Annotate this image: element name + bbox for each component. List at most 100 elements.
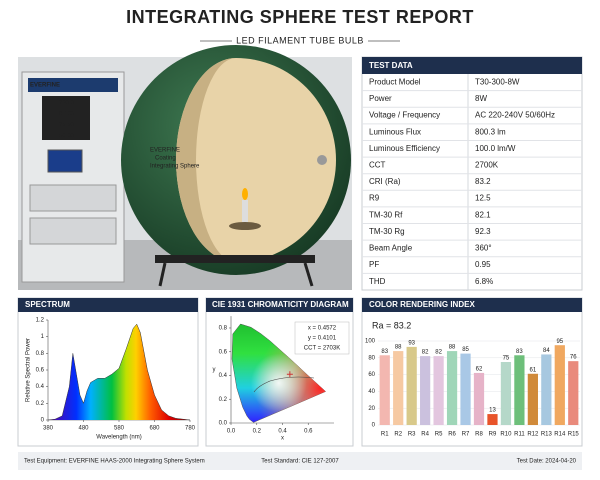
value-label: 61 (530, 367, 537, 373)
cell-value: 83.2 (475, 177, 491, 186)
photo-text: Coating (155, 156, 176, 162)
annotation-box (294, 321, 350, 355)
x-tick-label: R13 (541, 432, 553, 438)
cell-key: TM-30 Rf (369, 210, 403, 219)
x-tick-label: R6 (448, 432, 456, 438)
cell-value: 800.3 lm (475, 127, 506, 136)
value-label: 82 (435, 350, 442, 356)
panel-title: COLOR RENDERING INDEX (369, 300, 475, 309)
footer-text: Test Standard: CIE 127-2007 (261, 459, 339, 465)
cie-locus-white (232, 324, 326, 423)
y-tick-label: 0.8 (36, 351, 45, 357)
x-tick-label: 0.4 (278, 429, 287, 435)
bar (460, 353, 471, 425)
table-header (362, 57, 582, 74)
cell-key: Product Model (369, 77, 421, 86)
subtitle: LED FILAMENT TUBE BULB (236, 35, 364, 45)
x-tick-label: R8 (475, 432, 483, 438)
annotation: y = 0.4101 (308, 336, 337, 342)
cell-key: TM-30 Rg (369, 227, 405, 236)
table-title: TEST DATA (369, 61, 413, 70)
y-tick-label: 0.4 (36, 384, 45, 390)
value-label: 95 (556, 339, 563, 345)
footer-text: Test Equipment: EVERFINE HAAS-2000 Integ… (24, 459, 205, 465)
value-label: 62 (476, 366, 483, 372)
cell-key: THD (369, 277, 386, 286)
bar (514, 355, 525, 425)
value-label: 84 (543, 348, 550, 354)
planck-locus (253, 376, 315, 393)
bar (568, 361, 579, 425)
annotation: x = 0.4572 (308, 326, 337, 332)
x-tick-label: R14 (554, 432, 566, 438)
cell-key: PF (369, 260, 379, 269)
ra-label: Ra = 83.2 (372, 320, 411, 330)
cell-key: Luminous Flux (369, 127, 421, 136)
x-tick-label: R11 (514, 432, 525, 438)
x-tick-label: R7 (462, 432, 470, 438)
bar (487, 414, 498, 425)
bar (446, 351, 458, 425)
bar (406, 346, 417, 425)
y-tick-label: 0.6 (219, 349, 228, 355)
x-tick-label: 780 (185, 426, 196, 432)
cell-value: 6.8% (475, 277, 493, 286)
value-label: 88 (449, 345, 456, 351)
x-tick-label: 0.6 (304, 429, 313, 435)
bar (420, 356, 431, 425)
panel-title: CIE 1931 CHROMATICITY DIAGRAM (212, 300, 349, 309)
meter: 50.00 (59, 134, 75, 140)
cell-key: CRI (Ra) (369, 177, 401, 186)
x-tick-label: R15 (568, 432, 580, 438)
bar (433, 356, 444, 425)
bar (527, 373, 538, 425)
photo (18, 45, 352, 290)
x-tick-label: R12 (527, 432, 539, 438)
y-tick-label: 0.2 (219, 397, 228, 403)
cell-key: Power (369, 94, 392, 103)
x-tick-label: R9 (489, 432, 497, 438)
panel (17, 297, 199, 447)
cell-value: 12.5 (475, 194, 491, 203)
x-tick-label: 0.2 (253, 429, 262, 435)
annotation: CCT = 2703K (304, 346, 340, 352)
x-tick-label: R4 (421, 432, 429, 438)
y-tick-label: 0 (41, 418, 45, 424)
photo-text: Integrating Sphere (150, 164, 200, 170)
footer-text: Test Date: 2024-04-20 (517, 459, 577, 465)
y-tick-label: 20 (368, 406, 375, 412)
x-tick-label: 680 (149, 426, 160, 432)
meter: 25.50 (59, 123, 75, 129)
y-tick-label: 0.2 (36, 401, 45, 407)
x-tick-label: 0.0 (227, 429, 236, 435)
panel-header (18, 298, 198, 312)
y-tick-label: 40 (368, 389, 375, 395)
y-axis-title: Relative Spectral Power (26, 338, 32, 402)
bar (554, 345, 565, 425)
cell-key: Voltage / Frequency (369, 111, 440, 120)
value-label: 83 (381, 349, 388, 355)
x-tick-label: 580 (114, 426, 125, 432)
cell-value: 0.95 (475, 260, 491, 269)
value-label: 13 (489, 408, 496, 414)
x-axis-title: x (281, 436, 284, 442)
bar (379, 355, 390, 425)
value-label: 76 (570, 355, 577, 361)
x-tick-label: R2 (394, 432, 402, 438)
y-tick-label: 60 (368, 372, 375, 378)
spectrum-fill (48, 324, 190, 420)
y-tick-label: 0.0 (219, 421, 228, 427)
x-tick-label: R10 (500, 432, 512, 438)
title: INTEGRATING SPHERE TEST REPORT (126, 7, 474, 27)
bar (541, 354, 552, 425)
spectrum-line (47, 323, 191, 421)
y-tick-label: 80 (368, 355, 375, 361)
cell-key: R9 (369, 194, 380, 203)
y-tick-label: 0.8 (219, 326, 228, 332)
chromaticity-point (286, 371, 293, 378)
footer (18, 452, 582, 470)
x-tick-label: R5 (435, 432, 443, 438)
y-tick-label: 0.4 (219, 373, 228, 379)
cell-value: 2700K (475, 160, 499, 169)
